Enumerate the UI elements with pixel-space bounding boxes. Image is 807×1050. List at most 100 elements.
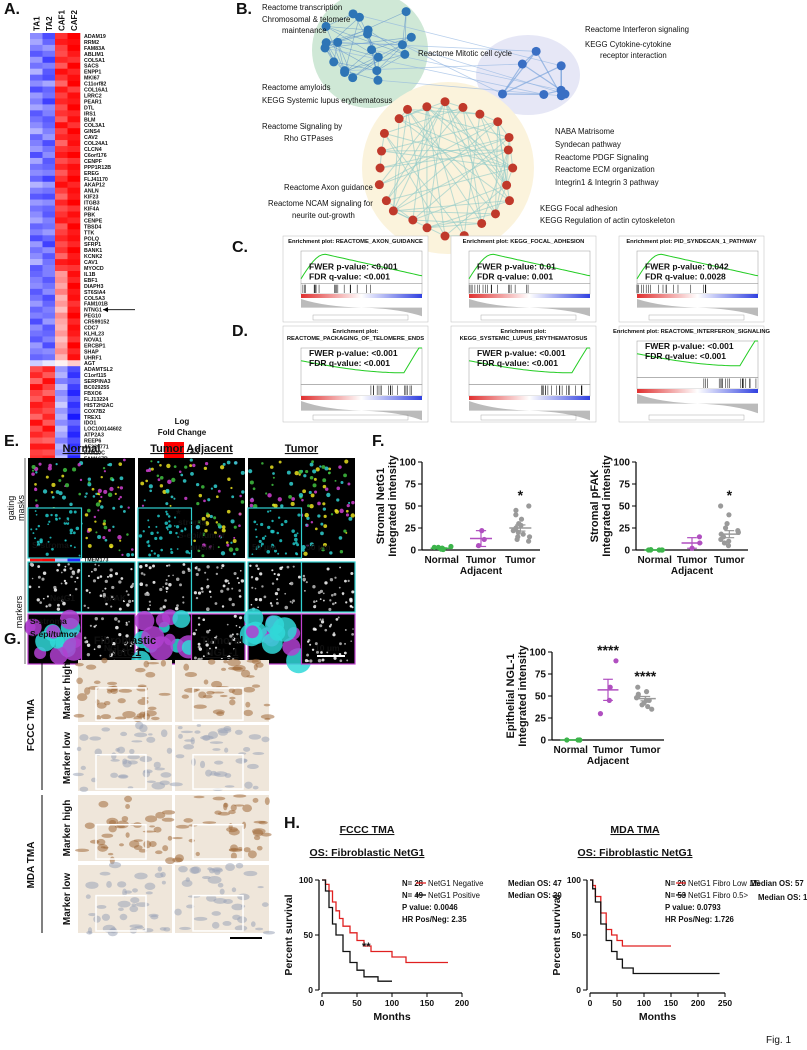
stain [181, 879, 193, 887]
edge [337, 42, 354, 78]
stain [231, 666, 244, 671]
stain [200, 760, 206, 769]
cell [134, 610, 155, 631]
heatmap-cell [67, 401, 81, 409]
heatmap-cell [42, 152, 56, 159]
cell [338, 586, 341, 589]
heatmap-cell [42, 449, 56, 456]
cell [270, 604, 274, 608]
cell [296, 532, 299, 535]
gene-label: EBF1 [84, 278, 98, 284]
cell [319, 465, 322, 468]
cell [335, 618, 339, 621]
label-line: Adjacent [460, 566, 503, 577]
heatmap-cell [55, 282, 68, 290]
stain [124, 795, 133, 803]
cell [215, 635, 218, 638]
stain [178, 865, 188, 873]
heatmap-cell [30, 265, 43, 272]
cell [225, 541, 229, 544]
node [375, 163, 385, 173]
cell [193, 539, 196, 543]
cell [193, 656, 197, 660]
gene-label: KLHL23 [84, 331, 104, 337]
ranked-metric [301, 401, 422, 421]
cell [117, 486, 120, 489]
cell [200, 657, 203, 660]
heatmap-cell [30, 253, 43, 260]
cell [69, 502, 73, 507]
stain [119, 913, 128, 921]
stain [106, 817, 119, 826]
data-point [526, 503, 532, 509]
x-tick-label: Tumor [505, 555, 535, 566]
cell [350, 605, 353, 608]
cell [189, 464, 193, 468]
cell [217, 546, 220, 549]
cell [207, 652, 211, 655]
x-tick-label: 100 [637, 998, 651, 1008]
cell [56, 568, 59, 572]
edge [402, 11, 407, 45]
cell [93, 648, 96, 651]
heatmap-cell [67, 336, 81, 343]
stain [155, 850, 163, 855]
cell [277, 552, 280, 555]
cell [334, 509, 340, 514]
cell [306, 516, 310, 520]
stain [222, 921, 232, 926]
stain [111, 752, 117, 760]
stain [96, 838, 106, 846]
data-point [635, 691, 641, 697]
stain [211, 911, 221, 916]
stain [84, 822, 95, 830]
stain [261, 902, 269, 907]
fdr-label: FDR q-value: 0.0028 [645, 272, 726, 282]
stain [230, 804, 237, 812]
stain [127, 760, 138, 765]
node [397, 40, 407, 50]
label-line: Normal [553, 745, 588, 756]
cell [230, 541, 233, 544]
fwer-label: FWER p-value: <0.001 [309, 262, 398, 272]
plot-title: Enrichment plot: KEGG_FOCAL_ADHESION [463, 239, 585, 245]
heatmap-cell [67, 288, 81, 296]
cell [215, 521, 219, 524]
gene-label: POLQ [84, 236, 99, 242]
panel-label: E. [4, 433, 19, 450]
stain [255, 662, 264, 668]
stain [143, 710, 157, 717]
stain [97, 843, 109, 852]
cell [338, 465, 342, 469]
cell [266, 510, 270, 513]
stain [136, 713, 145, 719]
heatmap-cell [30, 401, 43, 409]
heatmap-cell [42, 157, 56, 165]
cell [159, 536, 163, 540]
stain [213, 898, 227, 904]
cell [95, 492, 98, 496]
gene-label: CR599152 [84, 320, 109, 326]
cell [131, 553, 135, 557]
cell [197, 623, 201, 626]
cell [303, 551, 308, 556]
cell [126, 603, 130, 607]
cell [103, 470, 106, 473]
cell [111, 478, 115, 482]
cell [93, 515, 97, 519]
cell [154, 536, 158, 541]
stain [153, 761, 161, 769]
cell [238, 512, 242, 516]
heatmap-cell [67, 187, 81, 194]
stain [248, 734, 262, 740]
node [440, 97, 450, 107]
heatmap-cell [55, 401, 68, 409]
fdr-label: FDR q-value: <0.001 [309, 358, 390, 368]
cell [88, 591, 91, 594]
stain [106, 689, 113, 694]
cell [130, 548, 134, 551]
fwer-label: FWER p-value: <0.001 [477, 348, 566, 358]
x-tick-label: Normal [424, 555, 459, 566]
cell [205, 640, 207, 643]
cell [159, 587, 163, 592]
